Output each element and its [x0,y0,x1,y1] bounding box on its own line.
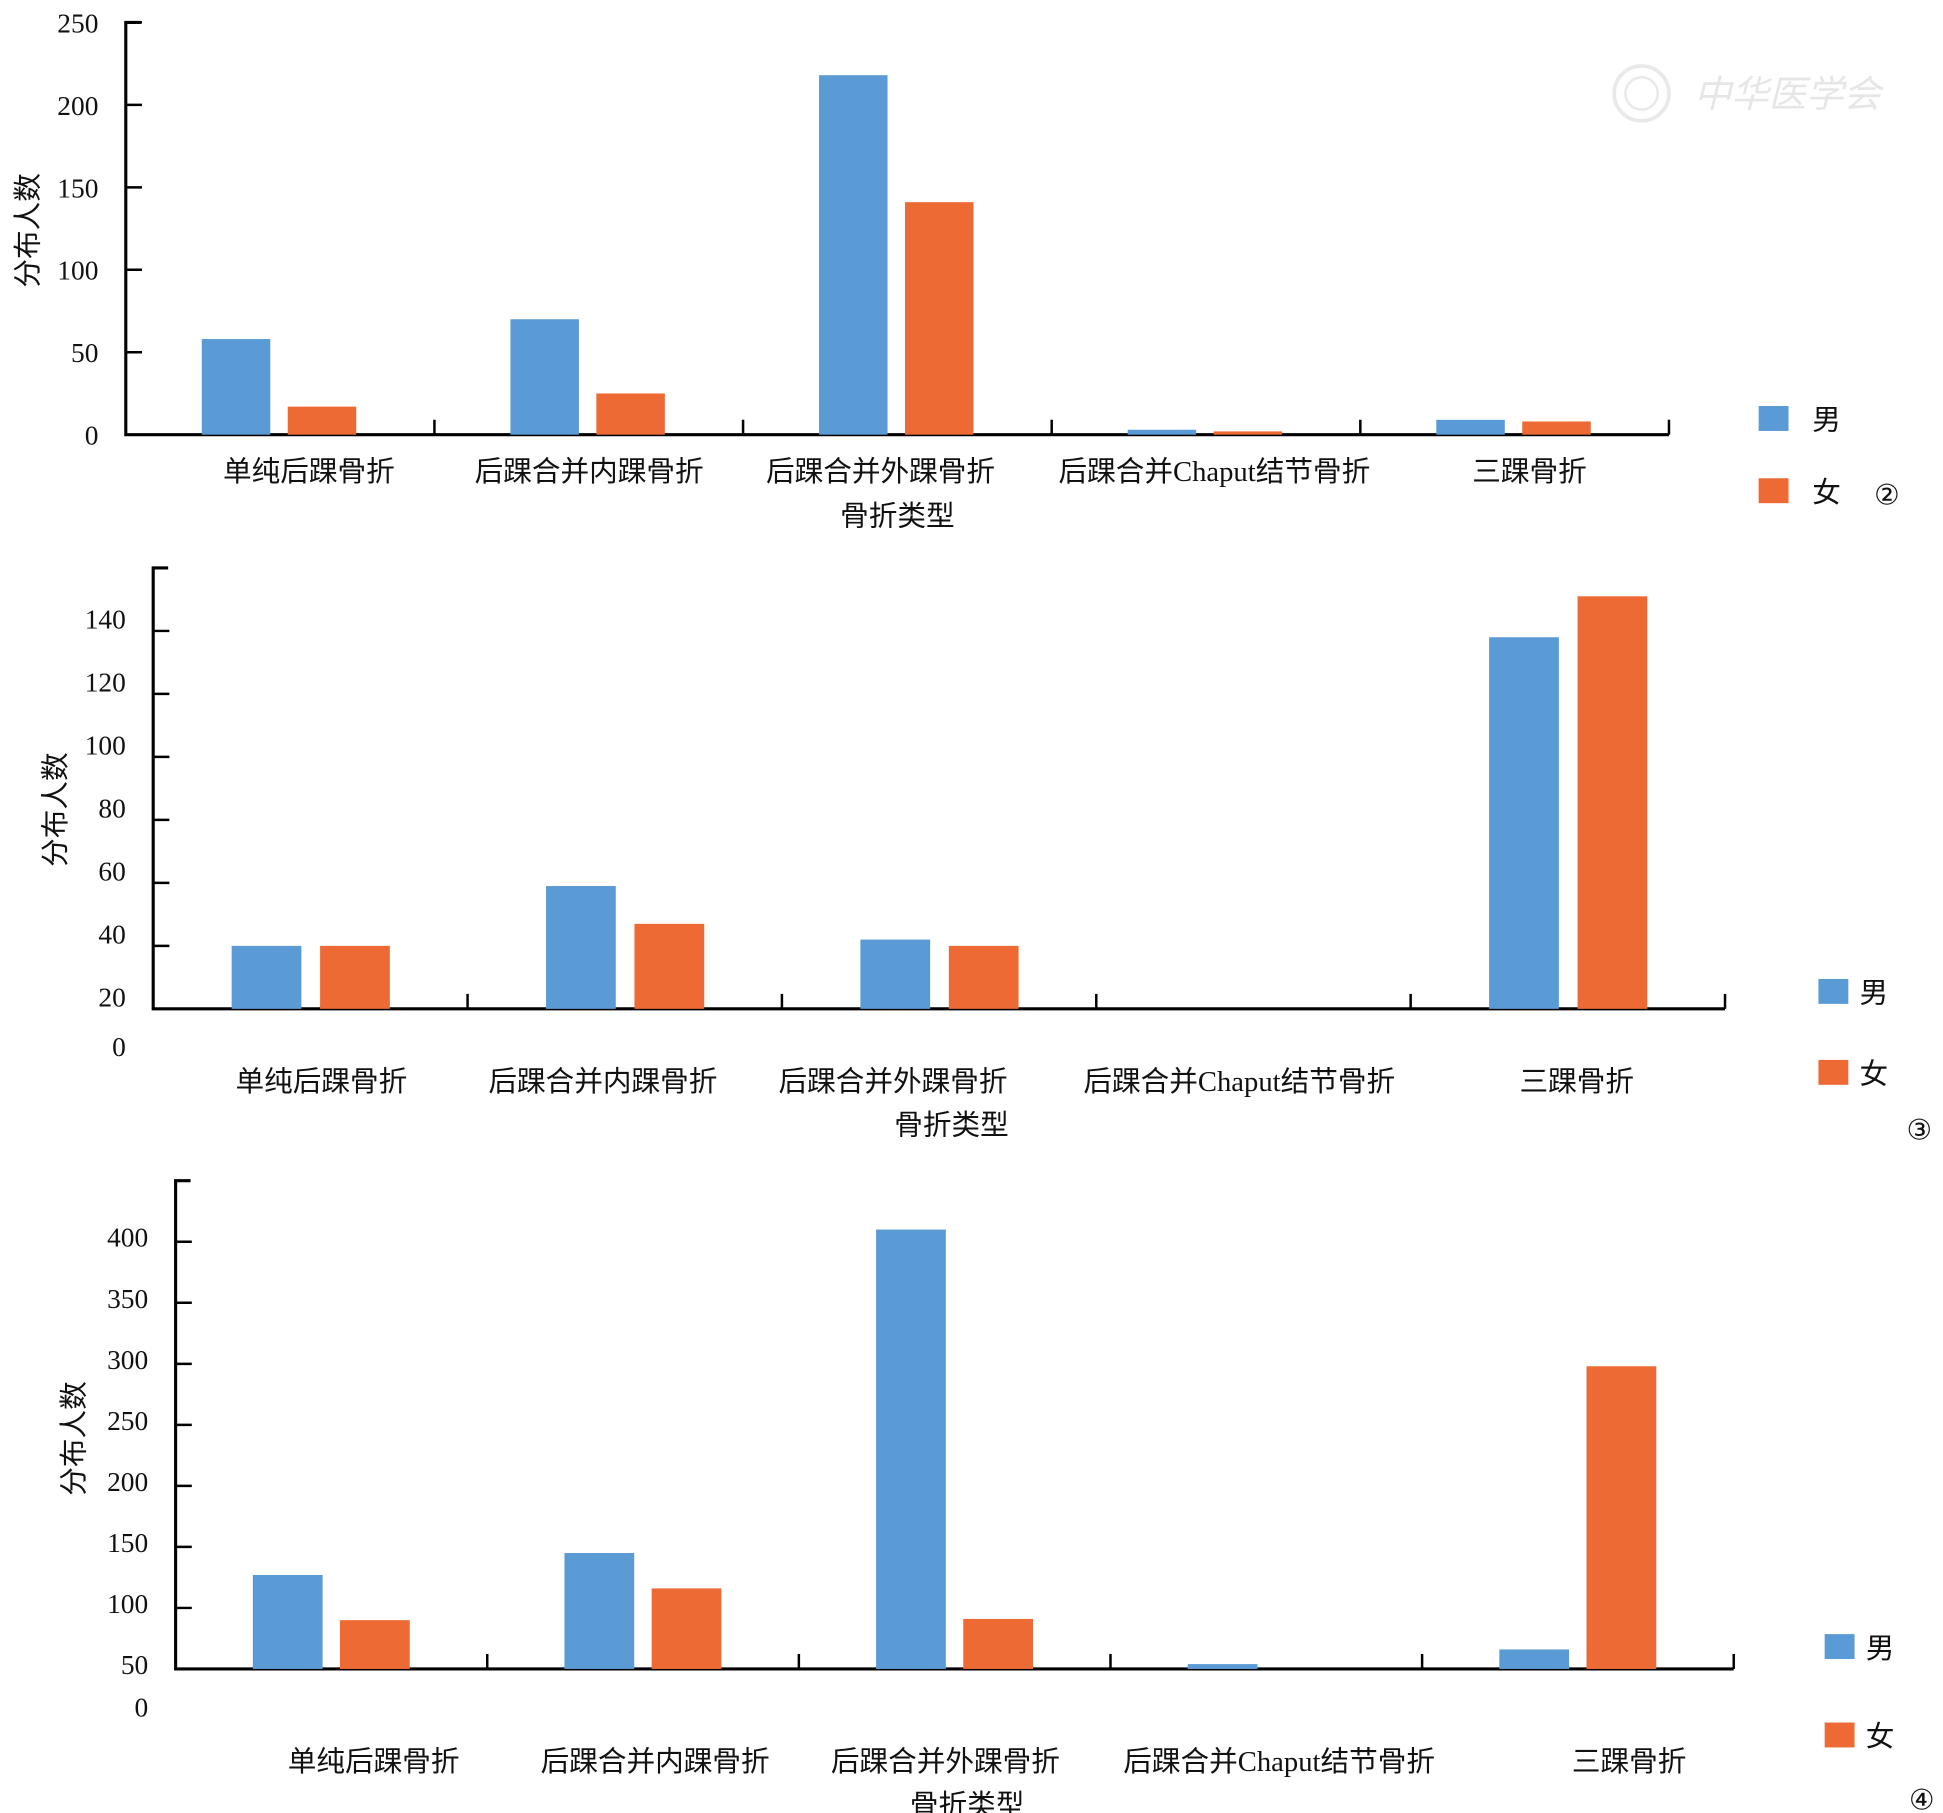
bar-male-5 [1489,637,1559,1009]
bar-male-3 [876,1229,946,1669]
axes [151,566,1726,1011]
y-tick-label: 0 [112,1032,126,1062]
bar-female-1 [340,1620,410,1669]
bar-male-4 [1127,429,1197,435]
chart-panel-1: 0 50 100 150 200 250 单纯后踝骨折 后踝合并内踝骨折 后踝合并外踝骨折 后踝合… [12,8,1899,532]
bar-male-1 [201,339,271,435]
y-axis-title: 分布人数 [58,1381,90,1496]
bar-male-3 [860,939,931,1009]
x-category-label: 后踝合并Chaput结节骨折 [1059,456,1371,488]
x-category-label: 后踝合并内踝骨折 [541,1746,770,1778]
axes [124,20,1669,437]
axes [174,1179,1734,1671]
legend-swatch-female [1758,478,1789,504]
bar-female-1 [320,945,390,1009]
y-tick-label: 0 [135,1692,149,1722]
y-tick-label: 100 [107,1589,148,1619]
x-category-label: 后踝合并Chaput结节骨折 [1123,1746,1435,1778]
x-category-label: 三踝骨折 [1520,1066,1635,1098]
legend-swatch-male [1818,978,1849,1004]
legend-swatch-male [1758,406,1789,431]
watermark-text: 中华医学会 [1694,75,1884,116]
y-axis-title: 分布人数 [40,752,72,867]
legend-swatch-female [1818,1059,1849,1085]
y-tick-label: 350 [107,1284,148,1314]
chart-panel-3: 0 50 100 150 200 250 300 350 400 单纯后踝骨折 后踝合并内踝骨折 后踝… [58,1179,1935,1813]
bar-male-2 [510,319,579,435]
bar-male-4 [1187,1664,1258,1669]
x-category-label: 三踝骨折 [1472,456,1587,488]
x-category-label: 后踝合并Chaput结节骨折 [1083,1066,1395,1098]
x-category-label: 后踝合并外踝骨折 [766,456,995,488]
y-tick-label: 80 [98,793,125,823]
y-tick-label: 50 [121,1650,148,1680]
bar-male-2 [564,1553,635,1669]
y-tick-label: 50 [71,338,98,368]
bar-female-5 [1522,421,1591,435]
bar-male-5 [1499,1649,1570,1669]
y-tick-label: 200 [107,1467,148,1497]
bar-male-2 [546,886,616,1009]
legend-swatch-female [1824,1722,1855,1748]
legend-label: 男 [1866,1633,1895,1665]
legend-label: 女 [1860,1059,1889,1091]
y-tick-label: 20 [98,982,125,1012]
bar-female-2 [634,923,705,1009]
y-tick-label: 150 [107,1528,148,1558]
x-category-label: 后踝合并内踝骨折 [475,456,704,488]
bar-female-1 [287,406,357,435]
x-category-label: 三踝骨折 [1572,1746,1687,1778]
y-axis-title: 分布人数 [12,173,44,288]
y-tick-label: 60 [98,856,125,886]
x-category-label: 单纯后踝骨折 [223,456,395,488]
y-tick-label: 40 [98,919,125,949]
legend-label: 男 [1860,978,1889,1010]
bar-female-2 [596,393,665,435]
panel-label: ② [1874,479,1900,511]
bar-female-3 [904,202,974,435]
bar-female-5 [1577,596,1648,1009]
y-tick-label: 100 [57,256,98,286]
y-tick-label: 0 [85,421,99,451]
y-tick-label: 250 [57,8,98,38]
bar-male-5 [1436,419,1505,435]
bar-female-3 [963,1618,1034,1669]
panel-label: ③ [1906,1115,1932,1147]
y-tick-label: 100 [85,730,126,760]
bar-female-5 [1586,1366,1657,1669]
legend-label: 女 [1866,1721,1895,1753]
bar-male-3 [819,75,888,435]
x-axis-title: 骨折类型 [910,1790,1025,1813]
panel-label: ④ [1909,1785,1935,1813]
bar-male-1 [252,1574,323,1669]
x-category-label: 单纯后踝骨折 [235,1066,407,1098]
y-tick-label: 140 [85,604,126,634]
x-category-label: 后踝合并内踝骨折 [488,1066,717,1098]
legend: 男女 [1824,1633,1895,1753]
x-axis-title: 骨折类型 [840,501,955,533]
bar-female-3 [948,945,1019,1009]
y-tick-label: 200 [57,91,98,121]
y-tick-label: 250 [107,1406,148,1436]
legend-swatch-male [1824,1634,1855,1660]
bar-female-4 [1213,431,1283,435]
y-tick-label: 120 [85,667,126,697]
legend: 男女 [1758,405,1841,509]
x-category-label: 单纯后踝骨折 [288,1746,460,1778]
bar-female-2 [651,1588,722,1669]
x-axis-title: 骨折类型 [894,1110,1009,1142]
legend-label: 女 [1812,477,1841,509]
legend: 男女 [1818,978,1888,1091]
y-tick-label: 400 [107,1223,148,1253]
x-category-label: 后踝合并外踝骨折 [831,1746,1060,1778]
bar-male-1 [231,945,302,1009]
chart-panel-2: 0 20 40 60 80 100 120 140 单纯后踝骨折 后踝合并内踝骨折 后踝合并外踝骨折… [40,566,1932,1147]
y-tick-label: 150 [57,173,98,203]
watermark: 中华医学会 [1612,64,1884,123]
x-category-label: 后踝合并外踝骨折 [779,1066,1008,1098]
legend-label: 男 [1812,405,1841,437]
y-tick-label: 300 [107,1345,148,1375]
